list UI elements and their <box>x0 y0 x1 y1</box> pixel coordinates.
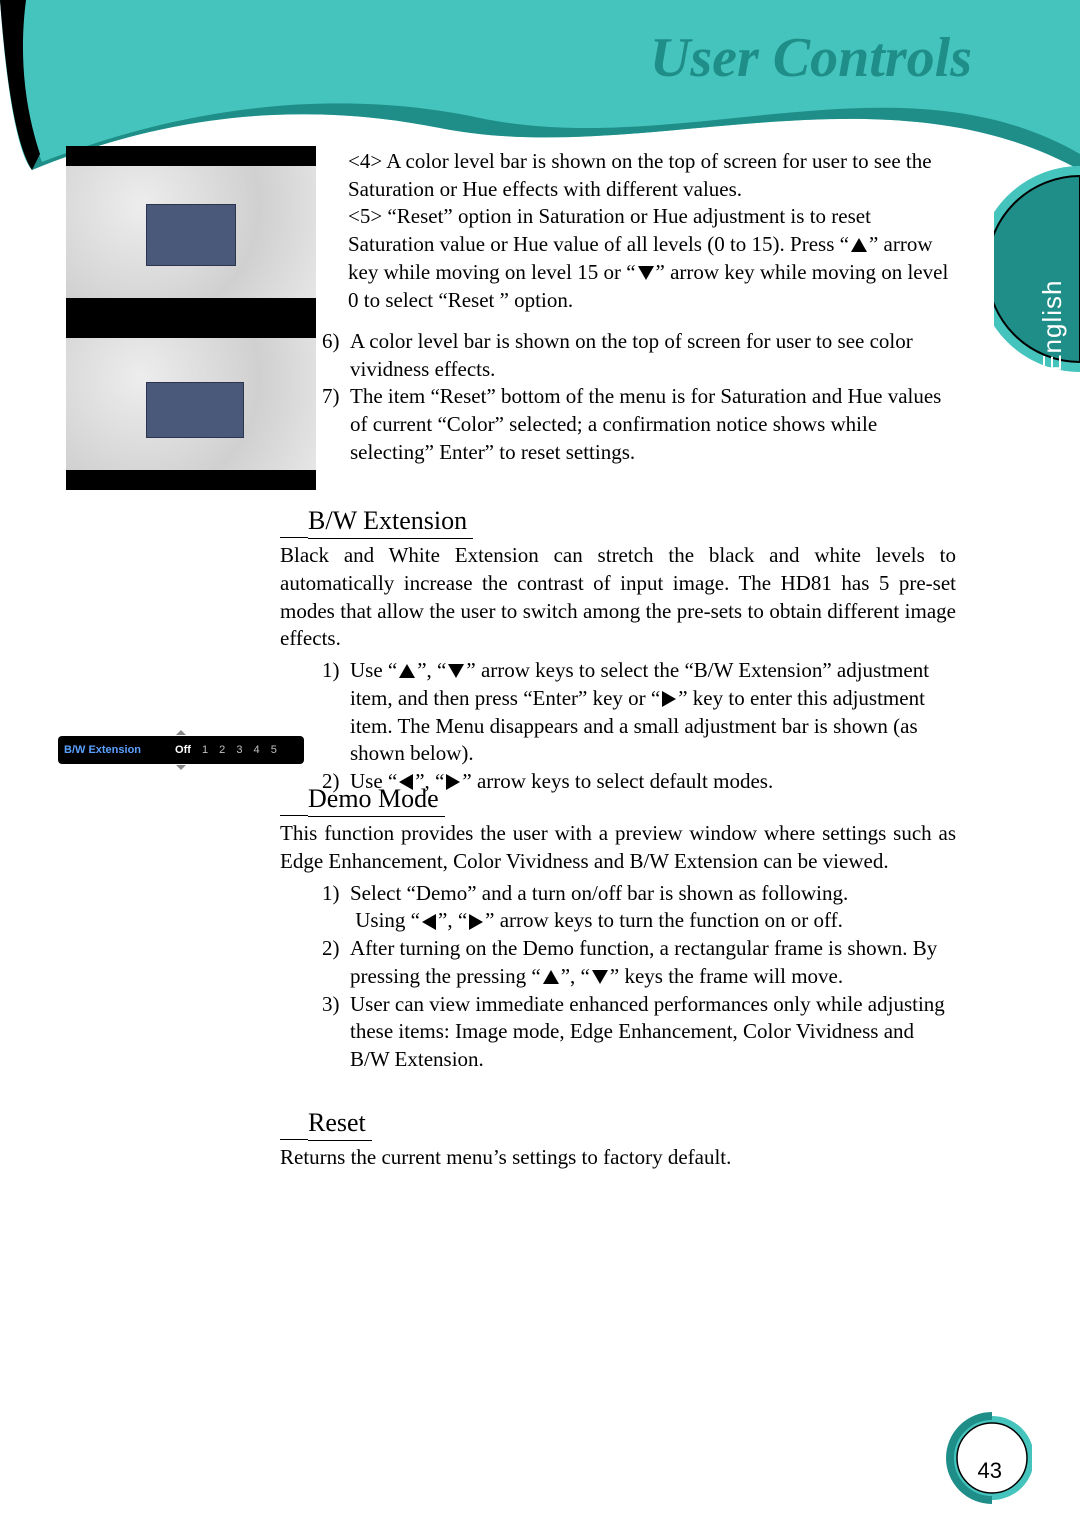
arrow-down-icon <box>638 266 654 280</box>
bw-s1b: ”, “ <box>417 658 446 682</box>
bw-s1a: Use “ <box>350 658 397 682</box>
intro-list: 6) A color level bar is shown on the top… <box>322 328 956 467</box>
bw-opt-5: 5 <box>271 744 277 756</box>
demo-intro: This function provides the user with a p… <box>280 820 956 875</box>
bw-opt-4: 4 <box>254 744 260 756</box>
bw-opt-3: 3 <box>236 744 242 756</box>
arrow-up-icon <box>399 664 415 678</box>
bw-title: B/W Extension <box>308 504 473 539</box>
demo-section: Demo Mode This function provides the use… <box>280 782 956 1074</box>
bw-opt-off: Off <box>175 744 191 756</box>
demo-title: Demo Mode <box>308 782 445 817</box>
intro-block: <4> A color level bar is shown on the to… <box>348 148 956 314</box>
arrow-right-icon <box>662 691 676 707</box>
reset-title: Reset <box>308 1106 372 1141</box>
bw-section: B/W Extension Black and White Extension … <box>280 504 956 796</box>
arrow-down-icon <box>448 664 464 678</box>
chevron-down-icon <box>176 765 186 770</box>
intro-p6: A color level bar is shown on the top of… <box>350 329 913 381</box>
intro-4: <4> A color level bar is shown on the to… <box>348 149 932 201</box>
thumbnail-2 <box>66 318 316 490</box>
page-title: User Controls <box>650 26 972 90</box>
bw-extension-bar: B/W Extension Off 1 2 3 4 5 <box>58 736 304 764</box>
demo-s2b: ”, “ <box>561 964 590 988</box>
demo-s1c: ” arrow keys to turn the function on or … <box>485 908 843 932</box>
thumbnail-stack <box>66 146 316 490</box>
arrow-down-icon <box>592 970 608 984</box>
language-label: English <box>1037 280 1068 372</box>
bw-opt-2: 2 <box>219 744 225 756</box>
bw-bar-label: B/W Extension <box>64 744 141 756</box>
demo-s3: User can view immediate enhanced perform… <box>350 992 945 1071</box>
demo-s1a: Select “Demo” and a turn on/off bar is s… <box>350 881 848 905</box>
bw-opt-1: 1 <box>202 744 208 756</box>
arrow-left-icon <box>422 914 436 930</box>
demo-s1b: ”, “ <box>438 908 467 932</box>
arrow-right-icon <box>469 914 483 930</box>
demo-s2c: ” keys the frame will move. <box>610 964 843 988</box>
page-number: 43 <box>978 1458 1002 1484</box>
bw-bar-options: Off 1 2 3 4 5 <box>171 744 281 756</box>
thumbnail-1 <box>66 146 316 318</box>
intro-p7: The item “Reset” bottom of the menu is f… <box>350 384 941 463</box>
reset-body: Returns the current menu’s settings to f… <box>280 1144 956 1172</box>
arrow-up-icon <box>543 970 559 984</box>
reset-section: Reset Returns the current menu’s setting… <box>280 1106 956 1172</box>
chevron-up-icon <box>176 730 186 735</box>
arrow-up-icon <box>851 238 867 252</box>
intro-5a: <5> “Reset” option in Saturation or Hue … <box>348 204 871 256</box>
bw-intro: Black and White Extension can stretch th… <box>280 542 956 653</box>
